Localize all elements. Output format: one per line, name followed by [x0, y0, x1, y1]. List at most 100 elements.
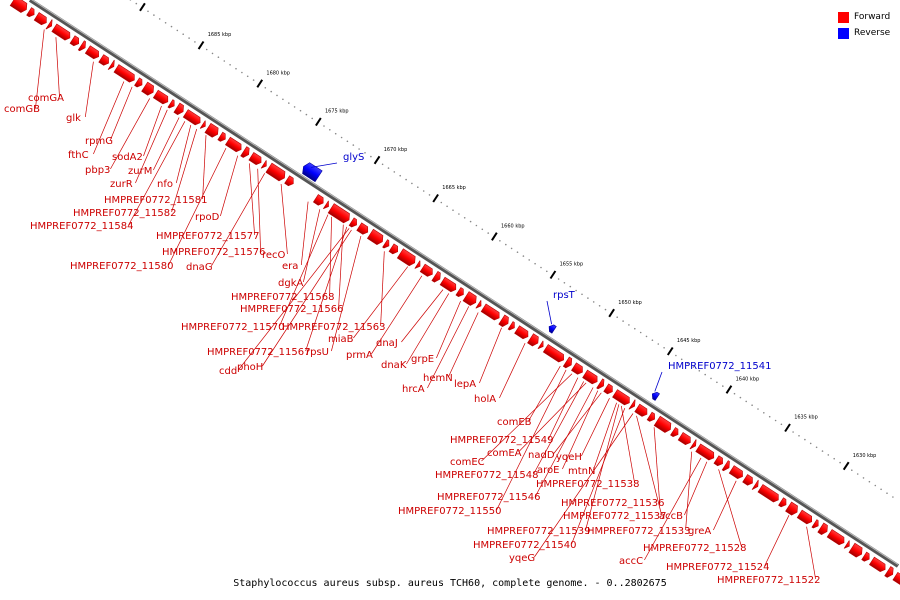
forward-gene: [751, 479, 759, 490]
scale-dot: [170, 25, 173, 28]
scale-dot: [575, 289, 577, 292]
kbp-tick-label: 1645 kbp: [677, 338, 701, 344]
forward-swatch: [838, 11, 849, 23]
scale-dot: [774, 419, 777, 422]
scale-dot: [358, 148, 360, 150]
forward-leader: [249, 163, 255, 236]
forward-gene-arrow: [689, 439, 697, 450]
scale-dot: [469, 220, 472, 223]
forward-gene-arrow: [84, 45, 99, 60]
forward-leader: [380, 251, 385, 327]
forward-gene-label: yqeG: [509, 553, 535, 564]
forward-gene-label: hrcA: [402, 384, 425, 395]
forward-gene-label: recO: [262, 250, 286, 261]
forward-gene-arrow: [431, 270, 441, 283]
forward-gene: [260, 160, 267, 169]
scale-dot: [252, 79, 255, 81]
forward-gene: [582, 369, 598, 385]
scale-dot: [147, 10, 149, 13]
scale-dot: [592, 301, 595, 303]
forward-gene: [480, 303, 500, 321]
forward-gene-arrow: [742, 474, 753, 486]
forward-gene-label: HMPREF0772_11528: [643, 543, 746, 554]
forward-gene: [77, 40, 86, 52]
kbp-tick-label: 1650 kbp: [618, 300, 642, 306]
forward-gene-arrow: [322, 200, 329, 210]
kbp-tick: [139, 2, 146, 12]
forward-leader: [593, 402, 617, 471]
scale-dot: [463, 217, 466, 219]
forward-leader: [329, 216, 332, 297]
reverse-leader: [654, 371, 663, 392]
kbp-tick-label: 1665 kbp: [442, 185, 466, 191]
forward-gene-arrow: [537, 340, 544, 350]
forward-gene-arrow: [612, 389, 630, 406]
forward-gene: [98, 54, 109, 66]
forward-gene-label: nfo: [157, 179, 173, 190]
scale-dot: [264, 87, 267, 89]
scale-dot: [446, 205, 448, 208]
scale-dot: [352, 144, 355, 146]
forward-gene-arrow: [811, 519, 819, 529]
reverse-gene-arrow: [651, 391, 660, 401]
forward-gene-label: yqeH: [556, 452, 582, 463]
forward-leader: [528, 365, 561, 422]
forward-leader: [764, 515, 790, 567]
kbp-tick: [373, 155, 381, 165]
scale-dot: [235, 67, 237, 70]
forward-gene-label: glk: [66, 113, 81, 124]
scale-dot: [663, 347, 665, 349]
forward-gene: [439, 276, 457, 293]
forward-leader: [171, 128, 198, 213]
scale-dot: [381, 163, 384, 166]
forward-leader: [553, 392, 602, 455]
forward-gene-arrow: [113, 64, 135, 83]
kbp-tick: [784, 423, 791, 433]
forward-gene: [742, 474, 753, 486]
forward-gene: [265, 162, 286, 182]
forward-leader: [93, 81, 125, 155]
scale-dot: [874, 484, 877, 487]
forward-gene: [646, 411, 655, 422]
reverse-gene-label: rpsT: [553, 290, 576, 301]
scale-dot: [698, 370, 701, 372]
forward-gene-arrow: [248, 152, 262, 166]
scale-dot: [522, 255, 525, 257]
scale-dot: [288, 102, 290, 104]
scale-dot: [856, 473, 859, 475]
forward-leader: [55, 37, 60, 98]
reverse-gene: [302, 162, 323, 183]
forward-gene: [388, 243, 399, 255]
forward-gene-arrow: [134, 77, 143, 88]
forward-gene-arrow: [892, 571, 900, 585]
forward-gene-arrow: [728, 465, 743, 480]
forward-gene-label: comEB: [497, 417, 532, 428]
forward-leader: [518, 382, 587, 453]
forward-gene-label: HMPREF0772_11570: [181, 322, 284, 333]
forward-gene-arrow: [634, 403, 648, 417]
forward-gene: [431, 270, 441, 283]
scale-dot: [440, 201, 443, 204]
forward-gene-arrow: [77, 40, 86, 52]
forward-gene-arrow: [562, 356, 573, 369]
scale-dot: [217, 56, 220, 58]
forward-gene-label: HMPREF0772_11563: [282, 322, 385, 333]
forward-gene-arrow: [217, 131, 226, 142]
forward-gene-arrow: [826, 529, 845, 546]
scale-dot: [680, 358, 683, 361]
forward-gene: [848, 542, 863, 558]
forward-gene-arrow: [462, 291, 477, 306]
scale-dot: [475, 224, 478, 227]
scale-dot: [645, 335, 648, 338]
forward-gene-arrow: [843, 540, 850, 549]
scale-dot: [458, 213, 460, 215]
kbp-tick-label: 1660 kbp: [501, 223, 525, 229]
forward-gene-label: HMPREF0772_11577: [156, 231, 259, 242]
forward-gene-arrow: [348, 217, 357, 228]
scale-dot: [821, 450, 824, 452]
forward-gene-label: phoH: [237, 362, 263, 373]
scale-dot: [880, 488, 882, 491]
forward-gene-label: prmA: [346, 350, 373, 361]
scale-dot: [716, 381, 718, 384]
